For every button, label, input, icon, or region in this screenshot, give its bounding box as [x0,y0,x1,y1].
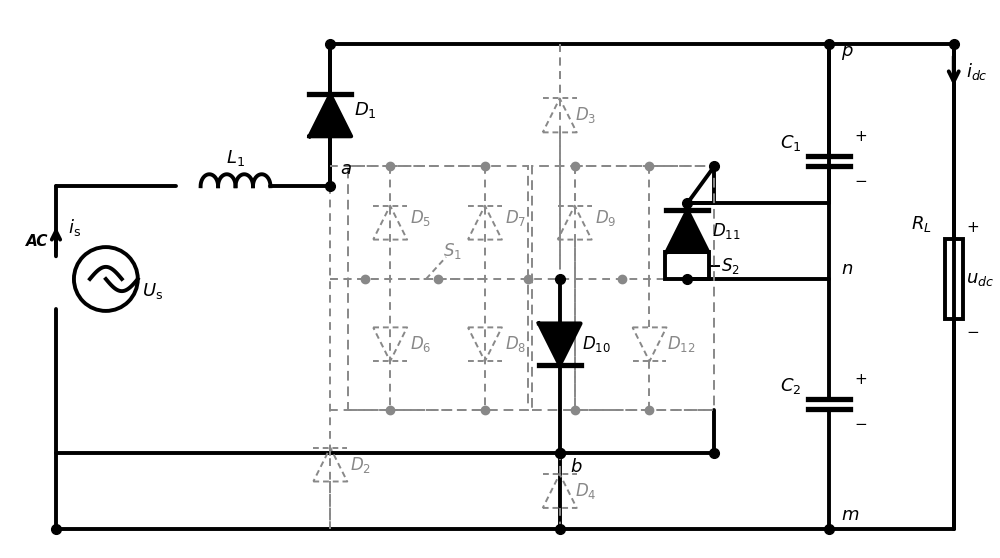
Text: $+$: $+$ [854,129,867,144]
Bar [665,252,709,279]
Bar [945,239,963,319]
Text: $D_9$: $D_9$ [595,208,616,228]
Polygon shape [666,210,708,252]
Text: $p$: $p$ [841,44,854,61]
Text: $a$: $a$ [340,160,352,178]
Text: $-$: $-$ [854,172,867,187]
Text: $U_{\rm s}$: $U_{\rm s}$ [142,281,163,301]
Text: $R_L$: $R_L$ [911,214,932,234]
Text: $i_{dc}$: $i_{dc}$ [966,61,987,82]
Text: $D_8$: $D_8$ [505,334,526,354]
Text: $L_1$: $L_1$ [226,148,245,169]
Text: $D_{10}$: $D_{10}$ [582,334,610,354]
Text: $D_{11}$: $D_{11}$ [712,221,741,241]
Text: $D_5$: $D_5$ [410,208,431,228]
Text: $C_1$: $C_1$ [780,133,801,153]
Text: $n$: $n$ [841,260,853,278]
Text: $b$: $b$ [570,458,582,475]
Text: AC: AC [25,234,48,249]
Text: $-$: $-$ [966,324,979,338]
Bar [532,166,714,410]
Text: $D_6$: $D_6$ [410,334,432,354]
Text: $D_2$: $D_2$ [350,455,371,474]
Text: $D_3$: $D_3$ [575,105,596,126]
Text: $D_1$: $D_1$ [354,100,377,121]
Polygon shape [309,94,351,136]
Polygon shape [539,324,581,365]
Text: $C_2$: $C_2$ [780,376,801,396]
Text: $m$: $m$ [841,507,859,525]
Text: $D_7$: $D_7$ [505,208,526,228]
Bar [348,166,528,410]
Text: $u_{dc}$: $u_{dc}$ [966,270,994,288]
Text: $S_2$: $S_2$ [721,256,740,276]
Text: $D_4$: $D_4$ [575,481,596,501]
Text: $D_{12}$: $D_{12}$ [667,334,696,354]
Text: $S_1$: $S_1$ [443,241,462,261]
Text: $i_{\rm s}$: $i_{\rm s}$ [68,217,81,238]
Text: $+$: $+$ [854,372,867,387]
Text: $-$: $-$ [854,415,867,430]
Text: $+$: $+$ [966,220,979,234]
